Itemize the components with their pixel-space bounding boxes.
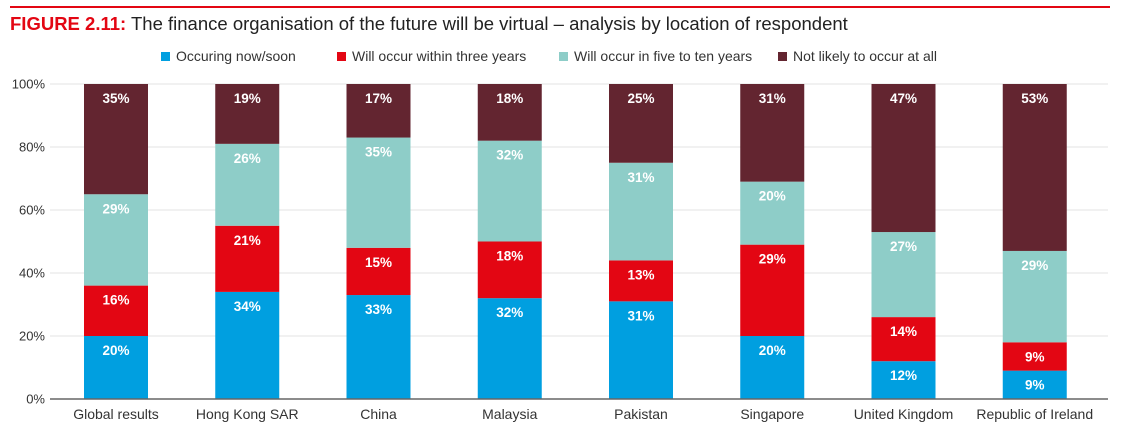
legend-item-not-likely: Not likely to occur at all	[778, 48, 937, 64]
bar-segment	[609, 84, 673, 163]
bar-segment	[1002, 84, 1067, 251]
bar-segment	[871, 84, 936, 233]
title-rule	[10, 6, 1110, 8]
y-tick-label: 80%	[19, 140, 45, 155]
data-label: 53%	[1021, 91, 1048, 106]
y-tick-label: 20%	[19, 329, 45, 344]
x-category-label: China	[360, 406, 397, 422]
data-label: 29%	[102, 201, 129, 216]
data-label: 20%	[759, 343, 786, 358]
bar-segment	[871, 361, 936, 399]
chart-title: FIGURE 2.11: The finance organisation of…	[10, 13, 848, 35]
data-label: 34%	[234, 299, 261, 314]
bar-segment	[477, 84, 542, 141]
bar-segment	[740, 84, 805, 182]
data-label: 31%	[759, 91, 786, 106]
figure-number: FIGURE 2.11:	[10, 13, 127, 34]
bar-segment	[215, 225, 280, 292]
bar-segment	[1002, 250, 1067, 343]
bar-segment	[84, 336, 148, 399]
legend-label: Will occur in five to ten years	[574, 48, 753, 64]
legend: Occuring now/soon Will occur within thre…	[0, 48, 1121, 68]
bar-segment	[477, 140, 542, 242]
bar-segment	[215, 143, 280, 226]
x-category-label: Singapore	[740, 406, 804, 422]
y-tick-label: 60%	[19, 203, 45, 218]
bar-segment	[477, 298, 542, 399]
bar-segment	[609, 301, 673, 399]
legend-swatch-icon	[559, 51, 568, 61]
data-label: 29%	[759, 252, 786, 267]
data-label: 33%	[365, 302, 392, 317]
legend-label: Occuring now/soon	[176, 48, 296, 64]
y-tick-label: 0%	[26, 392, 45, 407]
data-label: 26%	[234, 151, 261, 166]
data-label: 14%	[890, 324, 917, 339]
data-label: 32%	[496, 148, 523, 163]
data-label: 17%	[365, 91, 392, 106]
bar-segment	[740, 244, 805, 336]
x-category-label: Global results	[73, 406, 159, 422]
bar-segment	[609, 162, 673, 261]
data-label: 20%	[102, 343, 129, 358]
data-label: 32%	[496, 305, 523, 320]
y-tick-label: 40%	[19, 266, 45, 281]
x-category-label: Hong Kong SAR	[196, 406, 299, 422]
bar-segment	[346, 137, 411, 248]
bar-segment	[1002, 342, 1067, 371]
data-label: 47%	[890, 91, 917, 106]
bar-segment	[609, 260, 673, 302]
bar-segment	[346, 84, 411, 138]
data-label: 35%	[102, 91, 129, 106]
bar-segment	[84, 194, 148, 286]
data-label: 19%	[234, 91, 261, 106]
x-category-label: United Kingdom	[854, 406, 954, 422]
bar-segment	[1002, 370, 1067, 399]
bar-segment	[215, 84, 280, 144]
data-label: 15%	[365, 255, 392, 270]
bar-segment	[477, 241, 542, 299]
bar-segment	[346, 295, 411, 399]
data-label: 12%	[890, 368, 917, 383]
data-label: 18%	[496, 249, 523, 264]
data-label: 21%	[234, 233, 261, 248]
figure-title-text: The finance organisation of the future w…	[131, 13, 848, 34]
data-label: 16%	[102, 293, 129, 308]
data-label: 29%	[1021, 258, 1048, 273]
bar-segment	[740, 181, 805, 245]
legend-item-five-to-ten-years: Will occur in five to ten years	[559, 48, 752, 64]
x-category-label: Pakistan	[614, 406, 668, 422]
bar-segment	[215, 291, 280, 399]
legend-swatch-icon	[337, 51, 346, 61]
data-label: 27%	[890, 239, 917, 254]
data-label: 9%	[1025, 349, 1045, 364]
legend-item-within-three-years: Will occur within three years	[337, 48, 526, 64]
bar-segment	[871, 232, 936, 318]
legend-swatch-icon	[161, 51, 170, 61]
x-category-label: Republic of Ireland	[976, 406, 1093, 422]
data-label: 31%	[627, 170, 654, 185]
data-label: 25%	[627, 91, 654, 106]
data-label: 20%	[759, 189, 786, 204]
data-label: 18%	[496, 91, 523, 106]
legend-item-occurring-now: Occuring now/soon	[161, 48, 296, 64]
bar-segment	[740, 336, 805, 399]
data-label: 31%	[627, 308, 654, 323]
bar-segment	[84, 285, 148, 336]
legend-label: Will occur within three years	[352, 48, 527, 64]
bar-segment	[346, 247, 411, 296]
legend-swatch-icon	[778, 51, 787, 61]
data-label: 35%	[365, 145, 392, 160]
bar-segment	[84, 84, 148, 195]
y-tick-label: 100%	[12, 77, 46, 92]
data-label: 13%	[627, 267, 654, 282]
bar-segment	[871, 317, 936, 362]
data-label: 9%	[1025, 378, 1045, 393]
x-category-label: Malaysia	[482, 406, 537, 422]
legend-label: Not likely to occur at all	[793, 48, 937, 64]
